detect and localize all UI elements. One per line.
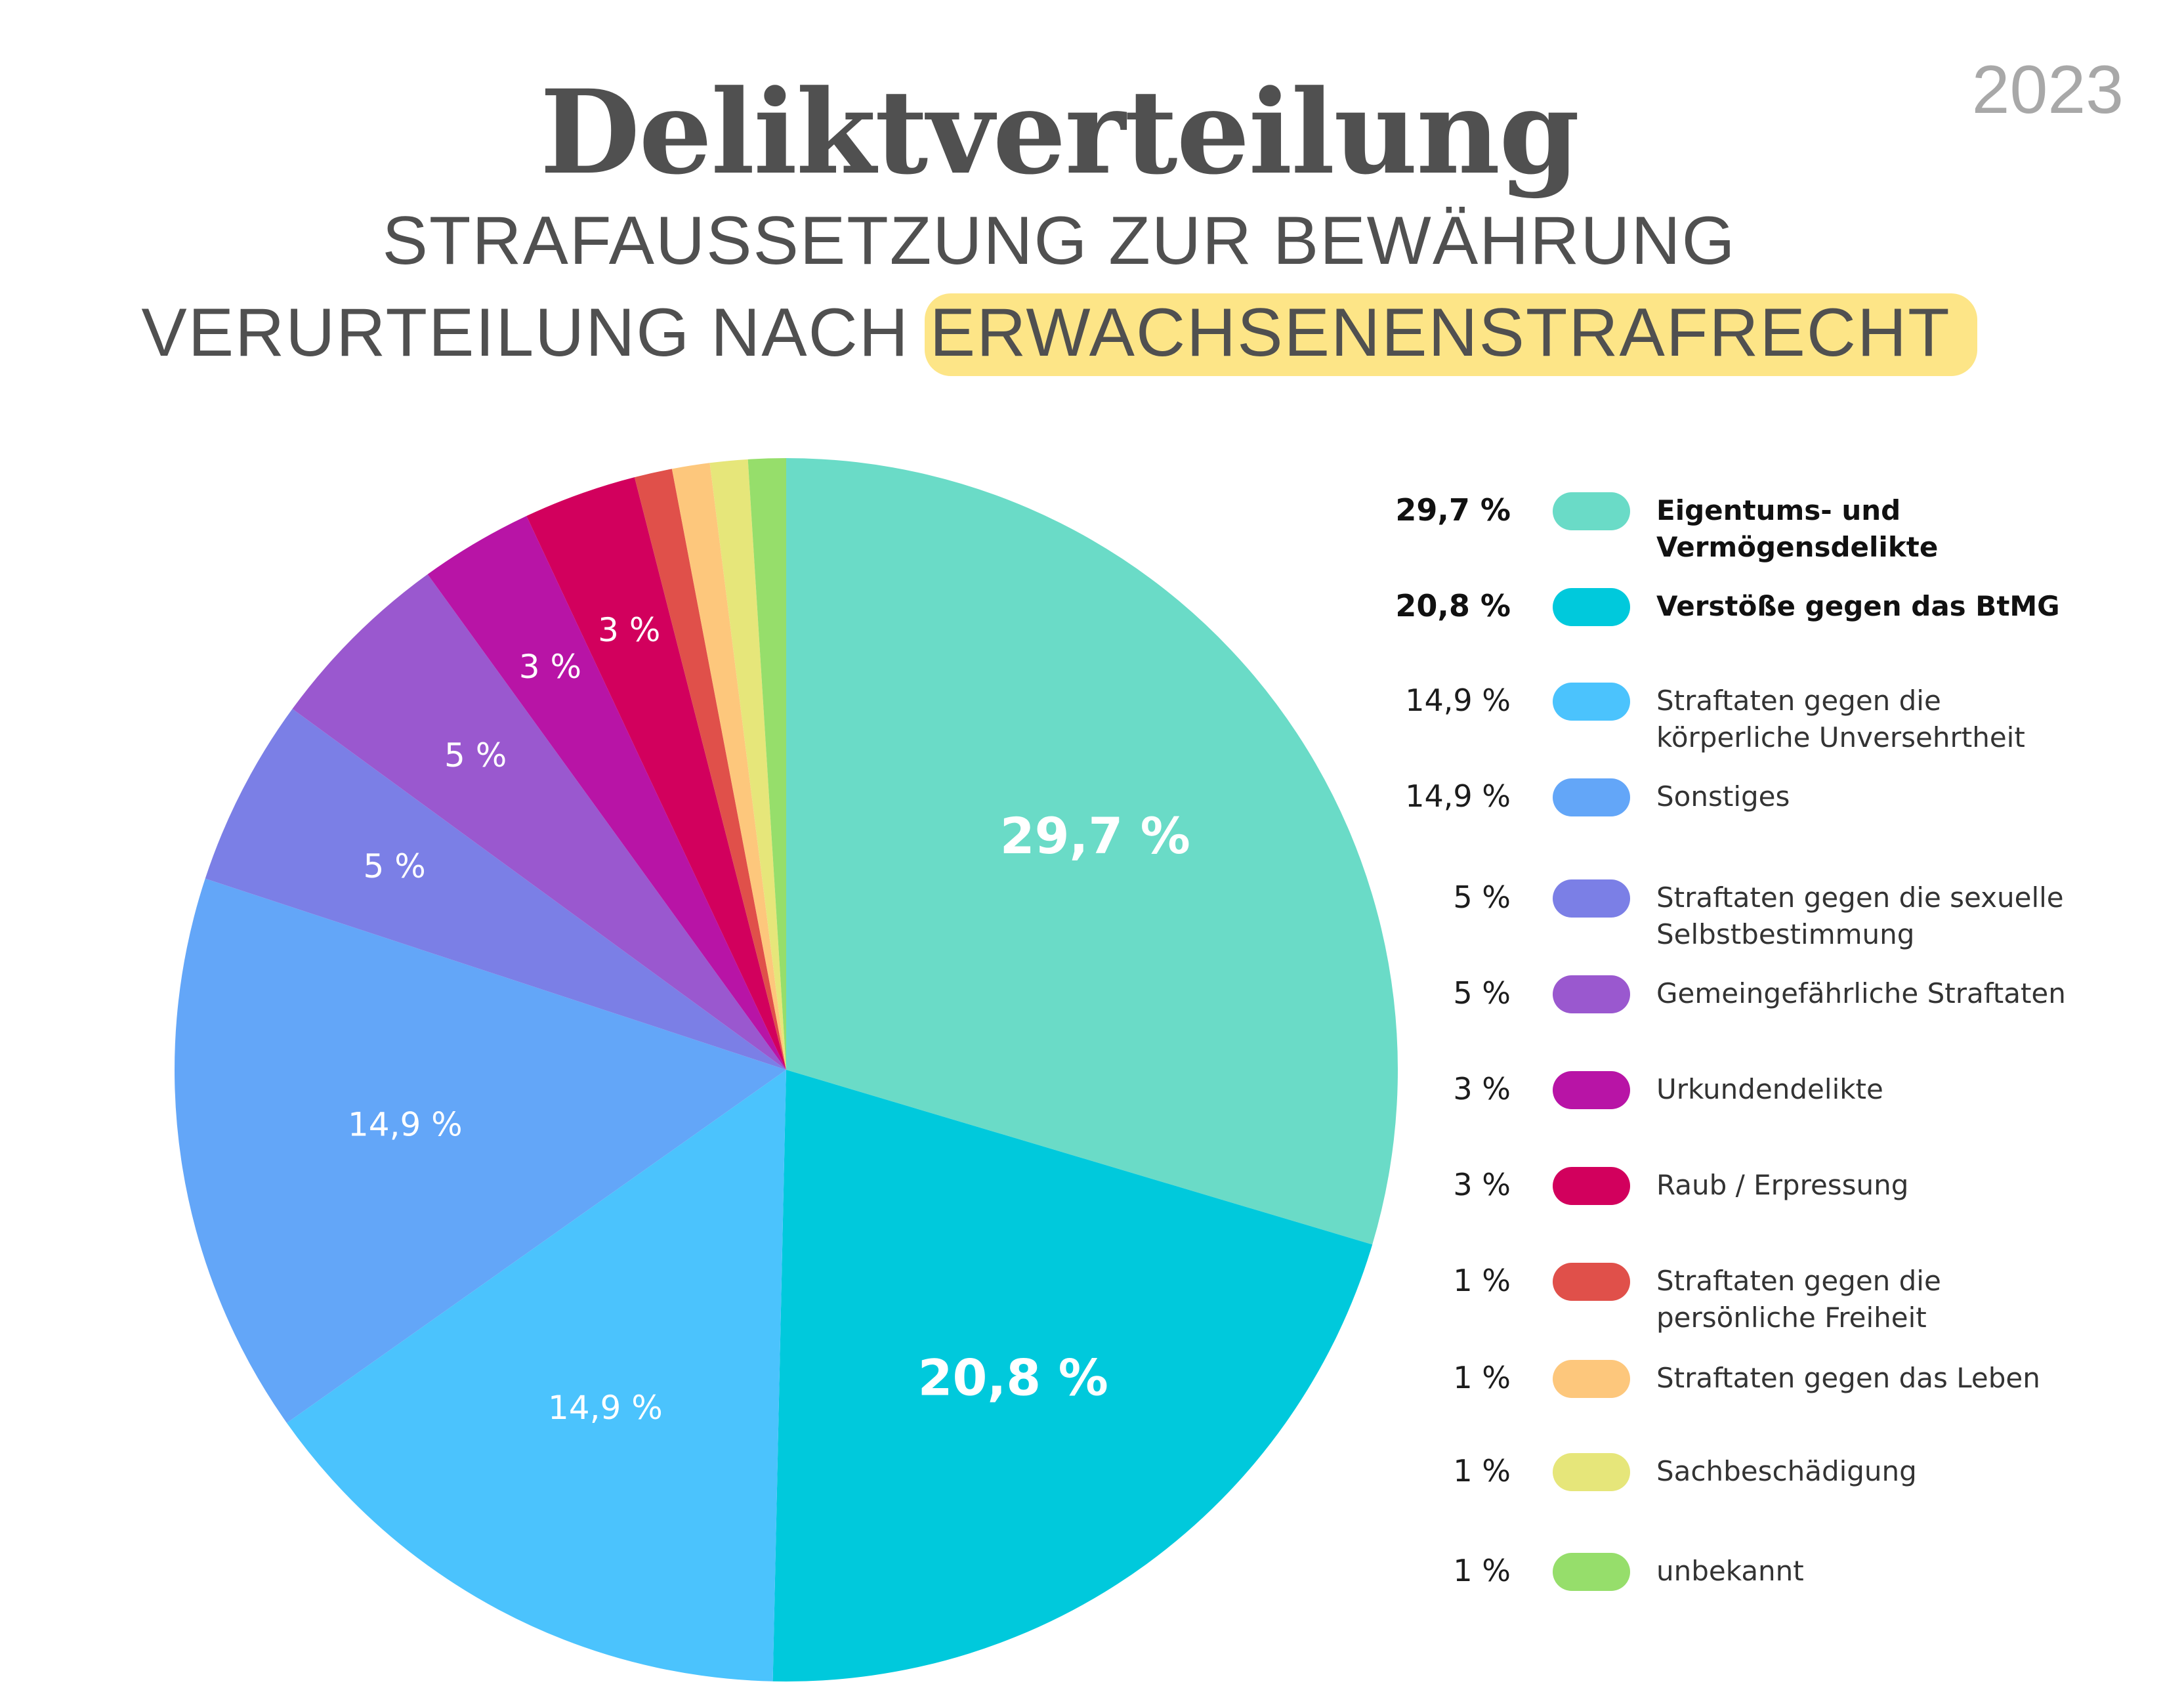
pie-slice-straftaten-gegen-die-sexuelle-selbstbestimmung (205, 709, 786, 1070)
pie-label-sonstiges: 14,9 % (348, 1106, 463, 1144)
subtitle-highlight: ERWACHSENENSTRAFRECHT (924, 293, 1977, 376)
pie-slice-raub-erpressung (526, 477, 786, 1070)
legend-swatch (1553, 492, 1630, 530)
legend-swatch (1553, 683, 1630, 721)
legend-percent: 29,7 % (1395, 492, 1511, 528)
legend-percent: 1 % (1453, 1263, 1511, 1298)
legend-percent: 14,9 % (1405, 778, 1511, 814)
legend-percent: 14,9 % (1405, 683, 1511, 718)
legend-swatch (1553, 1360, 1630, 1398)
subtitle-line-2-plain: VERURTEILUNG NACH (141, 295, 910, 371)
legend-label: Raub / Erpressung (1656, 1169, 1909, 1201)
legend-label: Gemeingefährliche Straftaten (1656, 977, 2066, 1009)
legend-label: Eigentums- und Vermögensdelikte (1656, 494, 1939, 563)
legend-swatch (1553, 1263, 1630, 1301)
year-label: 2023 (1971, 52, 2124, 128)
pie-slice-straftaten-gegen-das-leben (671, 463, 786, 1070)
page-title: Deliktverteilung (539, 64, 1580, 200)
pie-slice-straftaten-gegen-die-korperliche-unversehrtheit (287, 1070, 787, 1681)
legend-label: Sachbeschädigung (1656, 1455, 1917, 1487)
legend-swatch (1553, 778, 1630, 816)
subtitle-line-2: VERURTEILUNG NACH ERWACHSENENSTRAFRECHT (0, 293, 2118, 376)
legend-percent: 1 % (1453, 1453, 1511, 1489)
pie-slice-urkundendelikte (427, 516, 786, 1070)
legend-percent: 5 % (1453, 975, 1511, 1011)
legend-label: unbekannt (1656, 1555, 1804, 1587)
legend-percent: 1 % (1453, 1360, 1511, 1395)
pie-label-eigentums-und-vermogensdelikte: 29,7 % (1000, 807, 1190, 865)
pie-slice-eigentums-und-vermogensdelikte (786, 458, 1398, 1245)
pie-slice-verstosse-gegen-das-btmg (772, 1070, 1373, 1681)
legend-percent: 20,8 % (1395, 588, 1511, 624)
pie-slice-unbekannt (747, 458, 786, 1070)
legend-label: Verstöße gegen das BtMG (1656, 590, 2060, 622)
legend-swatch (1553, 1167, 1630, 1205)
pie-label-straftaten-gegen-die-korperliche-unversehrtheit: 14,9 % (548, 1389, 663, 1427)
legend-swatch (1553, 1071, 1630, 1109)
legend-swatch (1553, 588, 1630, 626)
legend-label: Sonstiges (1656, 780, 1790, 813)
legend-swatch (1553, 1453, 1630, 1491)
pie-slice-sachbeschadigung (709, 459, 786, 1070)
pie-label-verstosse-gegen-das-btmg: 20,8 % (918, 1349, 1108, 1407)
legend-label: Straftaten gegen die sexuelle Selbstbest… (1656, 881, 2064, 950)
legend-percent: 3 % (1453, 1071, 1511, 1107)
legend-percent: 3 % (1453, 1167, 1511, 1202)
legend-label: Urkundendelikte (1656, 1073, 1883, 1105)
pie-slice-straftaten-gegen-die-personliche-freiheit (634, 469, 786, 1070)
legend-percent: 1 % (1453, 1553, 1511, 1588)
legend-label: Straftaten gegen das Leben (1656, 1362, 2040, 1394)
legend-percent: 5 % (1453, 879, 1511, 915)
pie-label-straftaten-gegen-die-sexuelle-selbstbestimmung: 5 % (363, 847, 425, 885)
legend-swatch (1553, 975, 1630, 1013)
pie-label-gemeingefahrliche-straftaten: 5 % (444, 736, 507, 774)
pie-label-raub-erpressung: 3 % (598, 611, 660, 649)
pie-label-urkundendelikte: 3 % (519, 648, 581, 686)
legend-swatch (1553, 879, 1630, 918)
legend-label: Straftaten gegen die körperliche Unverse… (1656, 685, 2025, 753)
legend-swatch (1553, 1553, 1630, 1591)
legend-label: Straftaten gegen die persönliche Freihei… (1656, 1265, 1941, 1334)
pie-slice-sonstiges (174, 878, 786, 1424)
pie-slice-gemeingefahrliche-straftaten (292, 574, 786, 1070)
subtitle-line-1: STRAFAUSSETZUNG ZUR BEWÄHRUNG (382, 203, 1736, 279)
